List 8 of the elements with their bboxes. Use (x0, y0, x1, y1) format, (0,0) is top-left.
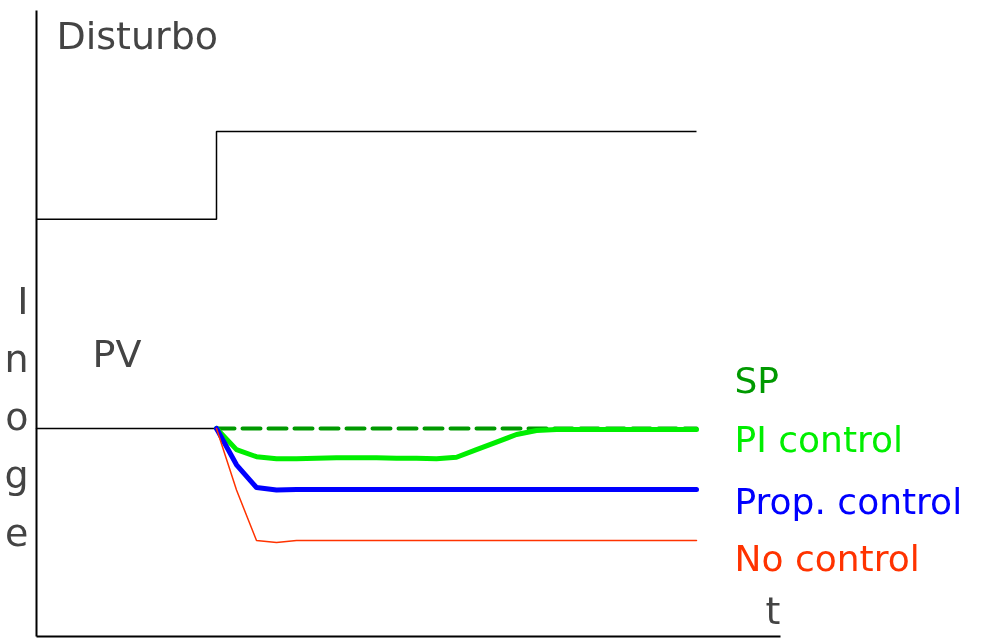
series-label: Prop. control (734, 481, 963, 523)
series-label: SP (734, 359, 780, 401)
annotation: PV (92, 331, 142, 376)
series-label: No control (734, 538, 920, 580)
x-axis-title: t (765, 588, 781, 633)
series-label: PI control (734, 418, 904, 460)
y-axis-title: Inoge (4, 278, 29, 555)
text: Disturbo (56, 13, 219, 58)
